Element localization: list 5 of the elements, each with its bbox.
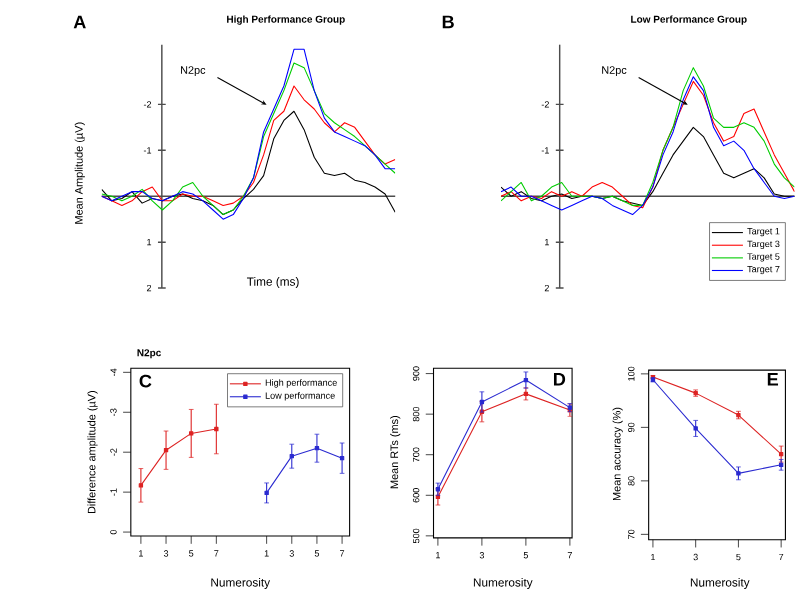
text: A <box>73 15 86 29</box>
text: B <box>442 15 454 29</box>
annotation: E <box>767 373 779 386</box>
annotation: D <box>553 373 566 386</box>
annotation: C <box>139 374 152 388</box>
